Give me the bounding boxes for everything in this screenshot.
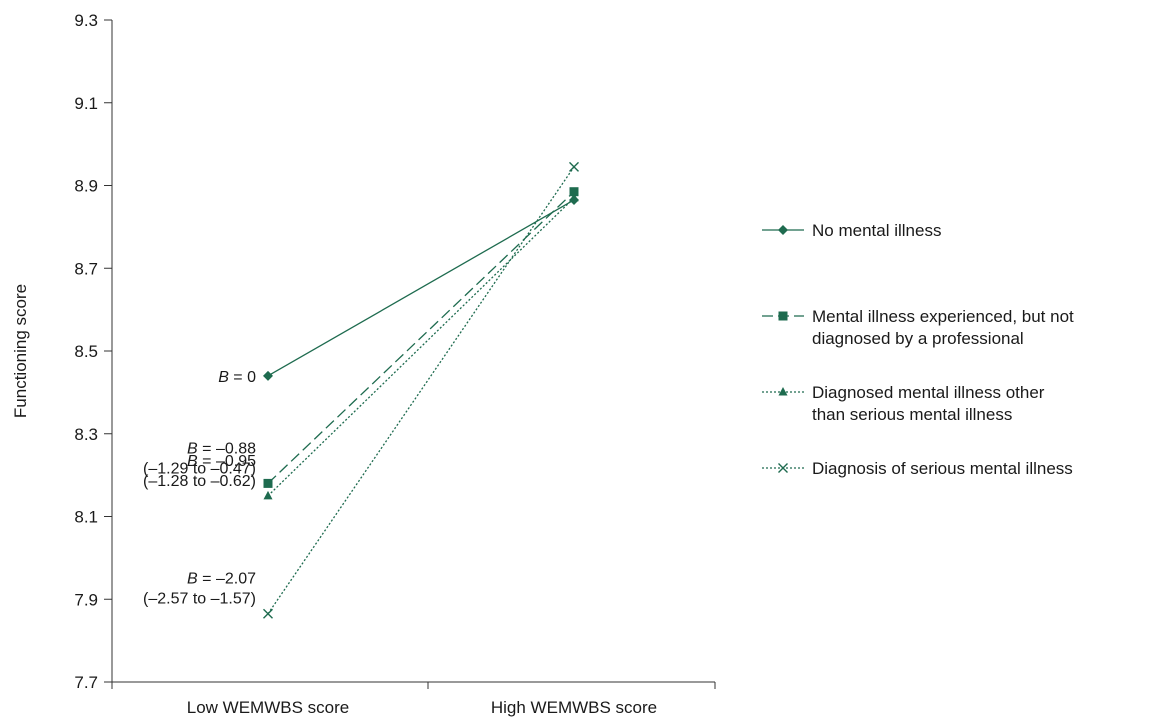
legend-marker [778,225,788,235]
data-point [569,192,579,202]
legend-item: Diagnosed mental illness other than serio… [762,383,1045,424]
legend: No mental illness Mental illness experien… [762,221,1074,478]
data-point [569,161,579,172]
axes: 7.7 7.9 8.1 8.3 8.5 8.7 8.9 9.1 9.3 Low WEMWBS sc… [11,11,716,717]
annotation-label: (–2.57 to –1.57) [143,591,256,608]
legend-label: Diagnosis of serious mental illness [812,459,1073,478]
series-2 [263,192,579,500]
series-0 [263,194,579,381]
y-tick-label: 7.7 [74,673,98,692]
legend-marker [778,311,788,321]
y-tick-label: 9.3 [74,11,98,30]
legend-item: Mental illness experienced, but not diagn… [762,307,1074,348]
annotations-layer: B = 0 B = –0.88 (–1.29 to –0.47)B = –0.95 (… [143,369,256,608]
data-point [263,370,273,381]
y-tick-label: 7.9 [74,590,98,609]
series-layer [263,161,579,619]
annotation-label: B = –2.07 [187,571,256,588]
y-axis-title: Functioning score [11,284,30,418]
legend-marker [778,463,788,473]
legend-label: No mental illness [812,221,941,240]
annotation-label: B = –0.88 [187,440,256,457]
annotation-label: (–1.29 to –0.47) [143,460,256,477]
series-1 [263,187,579,488]
series-line [267,166,575,615]
series-line [267,197,575,497]
data-point [569,187,579,197]
data-point [263,608,273,619]
annotation-label: B = 0 [218,369,256,386]
legend-item: No mental illness [762,221,941,240]
annotation-label: B = –0.95 [187,453,256,470]
annotation-label: (–1.28 to –0.62) [143,473,256,490]
x-tick-label: Low WEMWBS score [187,698,349,717]
y-tick-label: 8.1 [74,508,98,527]
y-tick-label: 8.5 [74,342,98,361]
legend-marker [778,387,788,396]
y-tick-label: 8.3 [74,425,98,444]
legend-item: Diagnosis of serious mental illness [762,459,1073,478]
legend-label: Mental illness experienced, but not diagn… [812,307,1074,348]
y-tick-label: 8.9 [74,177,98,196]
y-tick-label: 8.7 [74,259,98,278]
series-3 [263,161,579,619]
data-point [263,490,273,500]
legend-label: Diagnosed mental illness other than serio… [812,383,1045,424]
series-line [267,199,575,377]
y-tick-label: 9.1 [74,94,98,113]
series-line [267,191,575,484]
data-point [263,478,273,488]
x-tick-label: High WEMWBS score [491,698,657,717]
